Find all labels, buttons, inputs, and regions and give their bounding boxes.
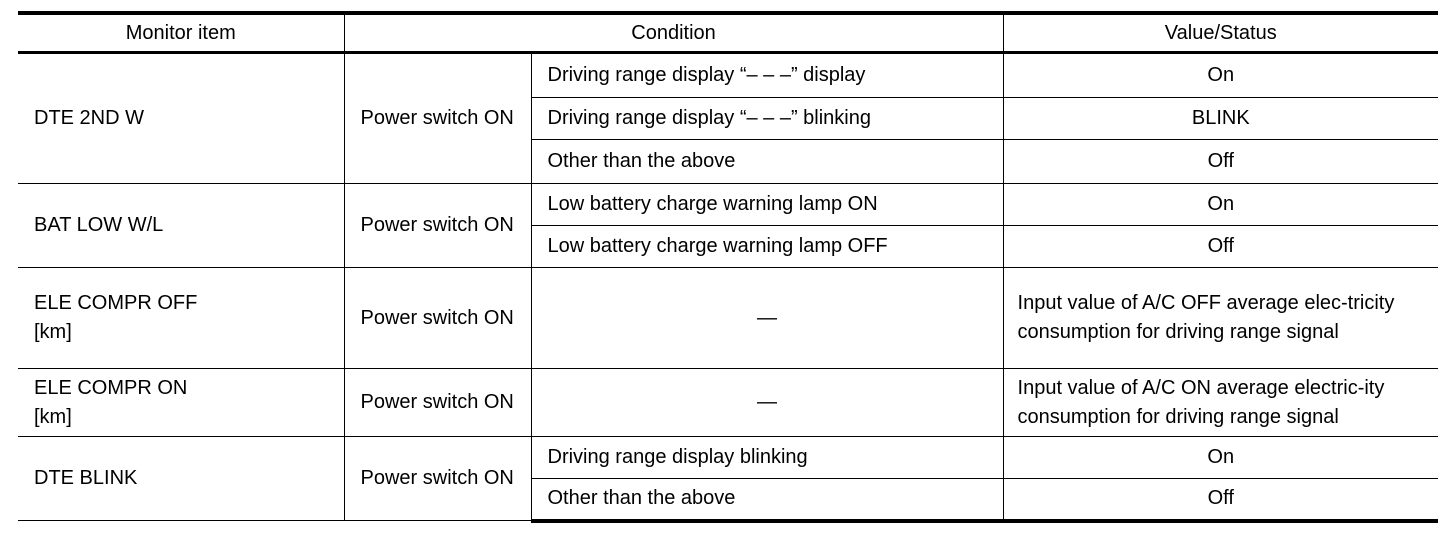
- value-cell: On: [1002, 183, 1439, 226]
- sub-condition-cell: Driving range display “– – –” blinking: [531, 97, 1004, 140]
- monitor-item-cell: ELE COMPR ON [km]: [18, 368, 345, 437]
- monitor-item-cell: DTE 2ND W: [18, 52, 345, 184]
- condition-cell: Power switch ON: [343, 183, 532, 268]
- sub-condition-cell: —: [530, 267, 1004, 369]
- sub-condition-cell: Low battery charge warning lamp ON: [530, 183, 1004, 226]
- sub-condition-cell: Low battery charge warning lamp OFF: [531, 225, 1004, 268]
- header-row: Monitor item Condition Value/Status: [18, 11, 1439, 54]
- monitor-item-cell: DTE BLINK: [18, 436, 345, 521]
- sub-condition-cell: —: [530, 368, 1004, 437]
- value-cell: On: [1002, 436, 1439, 479]
- header-condition: Condition: [343, 11, 1004, 54]
- sub-condition-cell: Driving range display “– – –” display: [530, 52, 1004, 98]
- sub-condition-cell: Other than the above: [531, 478, 1004, 523]
- table-row: BAT LOW W/L Power switch ON Low battery …: [18, 183, 1439, 268]
- value-cell: Off: [1002, 139, 1439, 184]
- value-cell: Off: [1002, 225, 1439, 268]
- monitor-item-table: Monitor item Condition Value/Status DTE …: [18, 11, 1439, 523]
- monitor-item-cell: BAT LOW W/L: [18, 183, 345, 268]
- condition-cell: Power switch ON: [343, 436, 532, 521]
- value-cell: Input value of A/C ON average electric-i…: [1002, 368, 1439, 437]
- table-row: ELE COMPR ON [km] Power switch ON — Inpu…: [18, 368, 1439, 437]
- value-cell: BLINK: [1002, 97, 1439, 140]
- header-monitor-item: Monitor item: [18, 11, 345, 54]
- condition-cell: Power switch ON: [343, 368, 532, 437]
- value-cell: Input value of A/C OFF average elec-tric…: [1002, 267, 1439, 369]
- value-cell: On: [1002, 52, 1439, 98]
- table-row: Driving range display “– – –” blinking B…: [18, 97, 1439, 140]
- monitor-item-cell: ELE COMPR OFF [km]: [18, 267, 345, 369]
- table-row: DTE 2ND W Power switch ON Driving range …: [18, 52, 1439, 184]
- condition-cell: Power switch ON: [343, 267, 532, 369]
- table-row: ELE COMPR OFF [km] Power switch ON — Inp…: [18, 267, 1439, 369]
- sub-condition-cell: Other than the above: [531, 139, 1004, 184]
- table-row: Other than the above Off: [18, 478, 1439, 523]
- table-row: DTE BLINK Power switch ON Driving range …: [18, 436, 1439, 521]
- condition-cell: Power switch ON: [343, 52, 532, 184]
- sub-condition-cell: Driving range display blinking: [530, 436, 1004, 479]
- value-cell: Off: [1002, 478, 1439, 523]
- header-value-status: Value/Status: [1002, 11, 1439, 54]
